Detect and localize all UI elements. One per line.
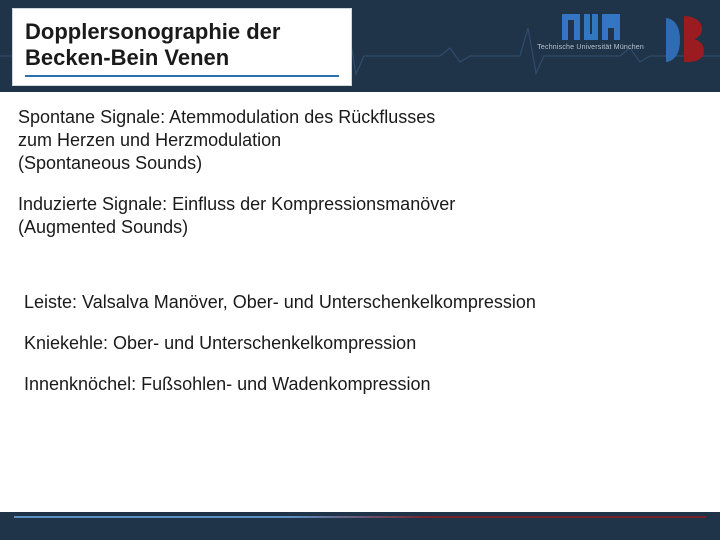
paragraph-5: Innenknöchel: Fußsohlen- und Wadenkompre… bbox=[24, 373, 702, 396]
paragraph-2: Induzierte Signale: Einfluss der Kompres… bbox=[18, 193, 702, 239]
title-line-1: Dopplersonographie der bbox=[25, 19, 280, 44]
slide-header: Dopplersonographie der Becken-Bein Venen bbox=[0, 0, 720, 92]
paragraph-3: Leiste: Valsalva Manöver, Ober- und Unte… bbox=[24, 291, 702, 314]
p1-line2: zum Herzen und Herzmodulation bbox=[18, 130, 281, 150]
footer-rule bbox=[14, 516, 706, 518]
title-line-2: Becken-Bein Venen bbox=[25, 45, 229, 70]
logo-area: Technische Universität München bbox=[537, 12, 706, 64]
title-underline bbox=[25, 75, 339, 77]
title-box: Dopplersonographie der Becken-Bein Venen bbox=[12, 8, 352, 86]
p1-line3: (Spontaneous Sounds) bbox=[18, 153, 202, 173]
paragraph-4: Kniekehle: Ober- und Unterschenkelkompre… bbox=[24, 332, 702, 355]
slide: Dopplersonographie der Becken-Bein Venen bbox=[0, 0, 720, 540]
tum-logo-icon bbox=[560, 12, 622, 42]
slide-footer bbox=[0, 512, 720, 540]
tum-logo-wrap: Technische Universität München bbox=[537, 12, 644, 51]
p2-line2: (Augmented Sounds) bbox=[18, 217, 188, 237]
slide-body: Spontane Signale: Atemmodulation des Rüc… bbox=[0, 92, 720, 512]
p2-line1: Induzierte Signale: Einfluss der Kompres… bbox=[18, 194, 455, 214]
spacer bbox=[18, 257, 702, 291]
db-logo-icon bbox=[662, 12, 706, 64]
tum-caption: Technische Universität München bbox=[537, 44, 644, 51]
p1-line1: Spontane Signale: Atemmodulation des Rüc… bbox=[18, 107, 435, 127]
paragraph-1: Spontane Signale: Atemmodulation des Rüc… bbox=[18, 106, 702, 175]
slide-title: Dopplersonographie der Becken-Bein Venen bbox=[25, 19, 339, 71]
